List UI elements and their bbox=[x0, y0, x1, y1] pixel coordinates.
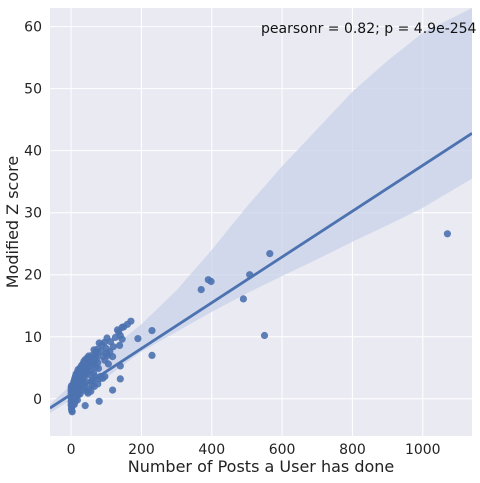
x-tick-label: 1000 bbox=[405, 442, 441, 458]
data-point bbox=[116, 375, 124, 383]
data-point bbox=[260, 331, 269, 340]
x-tick-label: 400 bbox=[198, 442, 225, 458]
y-tick-label: 60 bbox=[24, 20, 42, 36]
tick-labels: 0 200 400 600 800 1000 0 10 20 30 40 50 60 bbox=[24, 20, 440, 458]
data-point bbox=[113, 326, 122, 334]
confidence-band-area bbox=[50, 8, 472, 413]
data-point bbox=[94, 364, 103, 372]
data-point bbox=[102, 349, 110, 358]
y-axis-label: Modified Z score bbox=[3, 156, 22, 288]
correlation-annotation: pearsonr = 0.82; p = 4.9e-254 bbox=[261, 21, 477, 37]
data-point bbox=[95, 339, 103, 347]
data-point bbox=[118, 335, 126, 343]
y-tick-label: 0 bbox=[33, 392, 42, 408]
x-axis-label: Number of Posts a User has done bbox=[128, 457, 395, 476]
regression-line bbox=[50, 132, 472, 410]
data-point bbox=[106, 338, 115, 346]
data-point bbox=[134, 335, 142, 343]
data-point bbox=[443, 230, 451, 238]
confidence-band bbox=[50, 8, 472, 413]
x-tick-label: 0 bbox=[67, 442, 76, 458]
y-tick-label: 40 bbox=[24, 144, 42, 160]
data-point bbox=[109, 386, 117, 394]
data-point bbox=[148, 351, 156, 359]
data-point bbox=[81, 402, 89, 410]
data-point bbox=[120, 323, 128, 331]
data-point bbox=[207, 277, 215, 286]
x-tick-label: 800 bbox=[339, 442, 366, 458]
y-tick-label: 10 bbox=[24, 330, 42, 346]
data-point bbox=[239, 295, 247, 303]
data-point bbox=[266, 250, 274, 258]
data-point bbox=[197, 286, 205, 294]
data-point bbox=[148, 327, 156, 335]
y-tick-label: 30 bbox=[24, 206, 42, 222]
data-point bbox=[94, 359, 102, 367]
data-point bbox=[116, 341, 124, 349]
data-point bbox=[68, 408, 76, 416]
data-point bbox=[73, 379, 81, 387]
data-point bbox=[111, 333, 119, 341]
regression-fit-line bbox=[50, 132, 472, 410]
y-tick-label: 20 bbox=[24, 268, 42, 284]
data-point bbox=[70, 400, 78, 408]
data-point bbox=[95, 397, 103, 405]
data-point bbox=[90, 382, 98, 390]
y-tick-label: 50 bbox=[24, 82, 42, 98]
x-tick-label: 200 bbox=[128, 442, 155, 458]
data-point bbox=[104, 360, 112, 368]
x-tick-label: 600 bbox=[269, 442, 296, 458]
